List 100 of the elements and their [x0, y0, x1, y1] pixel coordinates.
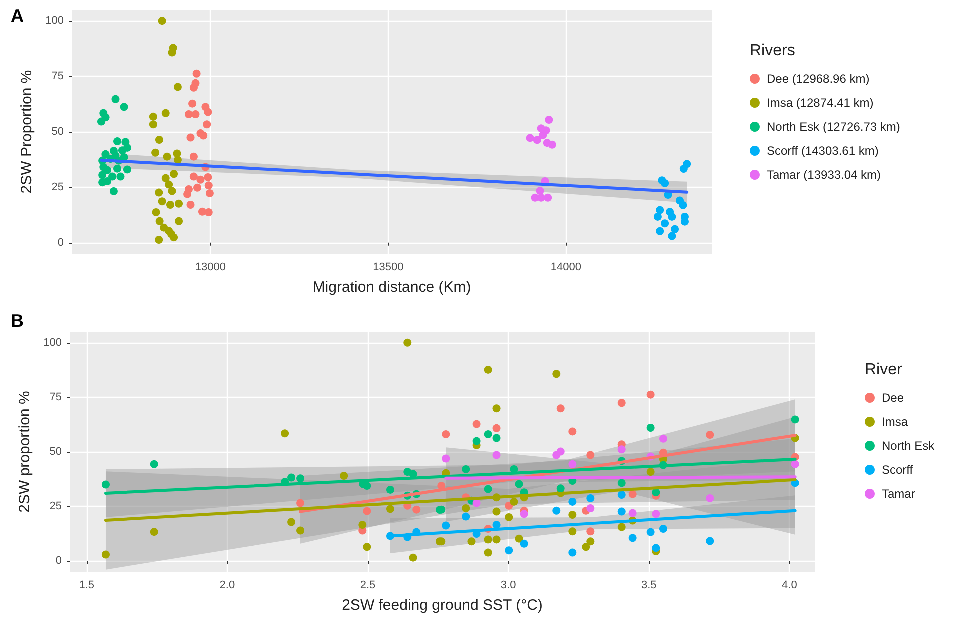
- point: [505, 502, 514, 510]
- point: [184, 110, 193, 118]
- point: [204, 182, 213, 190]
- legend-label: North Esk: [882, 439, 936, 453]
- point: [363, 543, 372, 552]
- chart-title: B: [11, 311, 24, 331]
- point: [492, 434, 501, 442]
- point: [190, 172, 198, 181]
- point: [114, 138, 122, 146]
- point: [204, 173, 212, 182]
- point: [618, 479, 626, 488]
- point: [484, 485, 492, 494]
- point: [652, 544, 660, 552]
- point: [462, 512, 470, 521]
- point: [194, 184, 202, 192]
- point: [679, 201, 688, 210]
- point: [363, 507, 372, 516]
- point: [656, 227, 664, 236]
- legend-label: Imsa (12874.41 km): [767, 96, 874, 110]
- point: [152, 208, 160, 217]
- point: [706, 537, 714, 546]
- legend-label: Dee (12968.96 km): [767, 72, 870, 86]
- point: [155, 136, 164, 144]
- point: [556, 404, 565, 413]
- point: [568, 460, 577, 468]
- y-axis-title: 2SW Proportion %: [18, 70, 36, 194]
- point: [536, 187, 544, 195]
- point: [102, 480, 110, 489]
- x-tick-label: 14000: [550, 262, 582, 274]
- point: [791, 460, 800, 468]
- point: [188, 100, 197, 108]
- point: [659, 434, 668, 443]
- point: [112, 95, 120, 104]
- point: [537, 194, 546, 202]
- y-tick-label: 0: [58, 236, 64, 249]
- point: [204, 208, 213, 217]
- point: [168, 48, 176, 57]
- point: [404, 338, 412, 347]
- point: [618, 399, 626, 408]
- point: [163, 152, 172, 161]
- x-tick-label: 1.5: [79, 580, 95, 592]
- legend-label: Imsa: [882, 415, 908, 429]
- y-tick-label: 25: [50, 500, 62, 513]
- point: [175, 200, 184, 208]
- point: [170, 170, 178, 178]
- point: [618, 523, 626, 532]
- legend-title: River: [865, 362, 904, 378]
- y-tick-label: 100: [46, 15, 64, 28]
- point: [150, 460, 158, 468]
- point: [628, 490, 637, 498]
- point: [706, 494, 714, 502]
- point: [568, 428, 577, 436]
- point: [520, 540, 528, 548]
- x-axis-title: Migration distance (Km): [312, 279, 472, 296]
- x-tick-label: 2.0: [220, 580, 236, 592]
- point: [166, 200, 174, 209]
- y-tick-label: 75: [50, 391, 62, 404]
- point: [510, 498, 518, 506]
- point: [123, 144, 132, 152]
- point: [646, 468, 655, 476]
- point: [162, 109, 170, 118]
- point: [618, 508, 626, 516]
- point: [484, 536, 492, 544]
- point: [537, 124, 546, 133]
- point: [545, 116, 554, 124]
- point: [492, 536, 501, 544]
- legend-label: Tamar (13933.04 km): [767, 168, 882, 182]
- point: [116, 172, 125, 181]
- point: [556, 448, 565, 456]
- point: [462, 465, 470, 474]
- point: [203, 120, 212, 129]
- point: [484, 366, 492, 374]
- point: [200, 132, 208, 140]
- point: [152, 148, 160, 157]
- point: [358, 521, 367, 530]
- point: [492, 521, 501, 530]
- point: [412, 506, 421, 514]
- point: [168, 230, 176, 238]
- point: [288, 474, 296, 482]
- point: [442, 430, 450, 439]
- point: [556, 484, 565, 493]
- point: [484, 548, 492, 557]
- point: [661, 220, 670, 228]
- point: [791, 416, 800, 424]
- point: [659, 525, 668, 534]
- point: [544, 194, 552, 202]
- point: [472, 420, 481, 428]
- point: [468, 538, 476, 546]
- legend-label: North Esk (12726.73 km): [767, 120, 900, 134]
- point: [156, 217, 164, 226]
- point: [492, 424, 501, 432]
- point: [158, 17, 166, 26]
- y-tick-label: 50: [52, 126, 64, 138]
- x-tick-label: 2.5: [360, 580, 376, 592]
- point: [586, 538, 595, 546]
- point: [505, 513, 514, 522]
- point: [568, 498, 577, 506]
- point: [472, 499, 481, 508]
- point: [150, 528, 158, 536]
- point: [586, 504, 595, 513]
